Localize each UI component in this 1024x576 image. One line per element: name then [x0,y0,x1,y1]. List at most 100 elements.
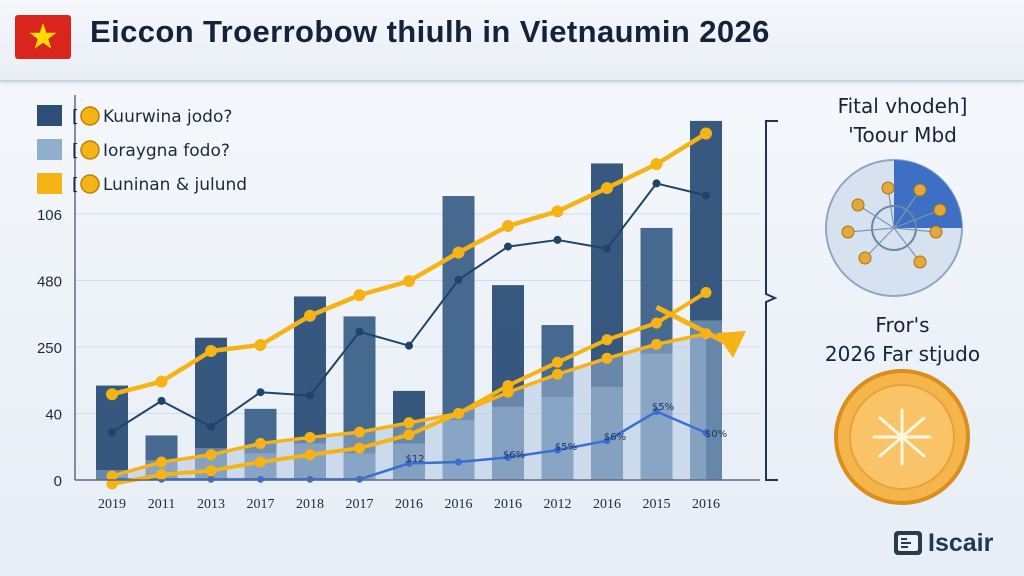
line-series-blue-point [702,429,710,437]
y-tick-label: 106 [37,207,62,224]
line-series-gold-mid-point [205,449,217,461]
line-series-gold-top-point [650,158,663,171]
data-label: $0% [705,429,727,440]
network-link [893,189,921,229]
coin-icon [80,106,100,126]
x-tick-label: 2012 [544,497,572,512]
line-series-gold-low-point [552,356,563,368]
line-series-gold-top-point [304,309,316,322]
line-series-gold-mid-point [453,408,464,419]
legend-label: Luninan & julund [103,175,247,195]
network-link [887,187,895,229]
legend-label: Kuurwina jodo? [103,107,232,127]
line-series-gold-mid-point [601,352,613,364]
line-series-gold-mid-point [255,437,266,449]
network-node [841,225,855,239]
x-tick-label: 2018 [296,497,324,512]
network-link [857,204,895,229]
coin-emblem [872,408,932,466]
network-node [858,251,872,265]
x-tick-label: 2013 [197,497,225,512]
line-series-gold-top-point [551,205,564,218]
line-series-gold-low-point [700,286,712,298]
legend-bracket: [ [72,141,79,161]
line-series-gold-mid-point [552,368,563,380]
x-tick-label: 2016 [445,497,473,512]
line-series-navy-point [306,391,314,400]
legend-swatch [37,139,62,160]
x-tick-label: 2015 [643,497,671,512]
side-panel-title: Fital vhodeh] 'Toour Mbd [790,92,1015,150]
network-node [913,183,927,197]
side-subtitle-line: Fror's [875,313,930,337]
globe-ring [871,205,917,251]
line-series-navy-point [504,242,512,251]
line-series-navy-point [652,179,661,188]
bar-light [442,420,475,480]
bar-light [492,406,524,480]
axes: 0 40 250 480 106 2019 2011 2013 2017 2018 2017 2016… [37,95,760,512]
line-series-blue-point [653,408,660,416]
data-label: $6% [503,450,525,461]
network-link [893,227,921,263]
coin-icon [80,174,100,194]
line-series-gold-mid-point [403,417,415,429]
legend-swatch [37,173,62,194]
line-series-gold-mid-point [156,456,167,468]
data-label: $6% [604,432,626,443]
network-node [933,203,947,217]
line-series-blue-point [504,453,512,461]
network-node [851,198,865,212]
trend-arrow-head [716,331,746,358]
x-tick-label: 2016 [593,497,621,512]
line-series-gold-mid-point [354,426,365,438]
legend: [Kuurwina jodo? [Ioraygna fodo? [Luninan &… [37,105,247,195]
side-title-line: 'Toour Mbd [848,123,957,147]
line-series-gold-top-point [155,375,168,388]
side-panel-subtitle: Fror's 2026 Far stjudo [790,311,1015,369]
line-series-gold-low-point [601,334,613,346]
network-node [913,255,927,269]
x-tick-label: 2016 [692,497,720,512]
globe-segment [894,160,962,228]
gold-coin-icon [834,369,970,505]
line-series-navy-point [405,341,413,350]
network-node [929,225,943,239]
line-series-gold-low-point [205,465,217,477]
line-series-gold-top-point [700,127,712,140]
side-decorations [765,120,970,505]
brand-mark-icon [894,531,922,555]
line-series-gold-top-point [254,339,267,352]
x-tick-label: 2016 [494,497,522,512]
vietnam-flag-icon [15,15,71,59]
header-bar: Eiccon Troerrobow thiulh in Vietnaumin 2… [0,0,1024,82]
line-series-gold-top-point [452,246,465,259]
y-tick-label: 480 [37,274,62,291]
line-series-gold-low-point [304,449,316,461]
x-tick-label: 2017 [247,497,275,512]
line-series-gold-mid-point [106,470,118,482]
legend-bracket: [ [72,107,79,127]
line-series-gold-low-point [106,478,118,490]
line-series-navy-point [553,235,562,244]
data-label: $5% [555,442,577,453]
x-tick-label: 2016 [395,497,423,512]
data-label: $12 [405,454,424,465]
line-series-blue-point [455,458,462,466]
y-tick-label: 0 [54,473,62,490]
line-series-navy-point [603,244,611,253]
line-series-gold-low-point [255,456,266,468]
line-series-gold-low-point [651,317,662,329]
line-series-gold-top-point [403,275,415,288]
line-series-gold-top-point [502,219,514,232]
bar-light [541,396,574,480]
line-series-navy-point [454,275,463,284]
line-series-gold-mid-point [502,386,514,398]
line-series-gold-top-point [353,289,366,302]
x-tick-label: 2017 [346,497,374,512]
side-title-line: Fital vhodeh] [837,94,968,118]
line-series-navy-point [157,396,166,405]
annotations: $12 $6% $5% $6% $5% $0% [405,402,727,465]
coin-icon [80,140,100,160]
